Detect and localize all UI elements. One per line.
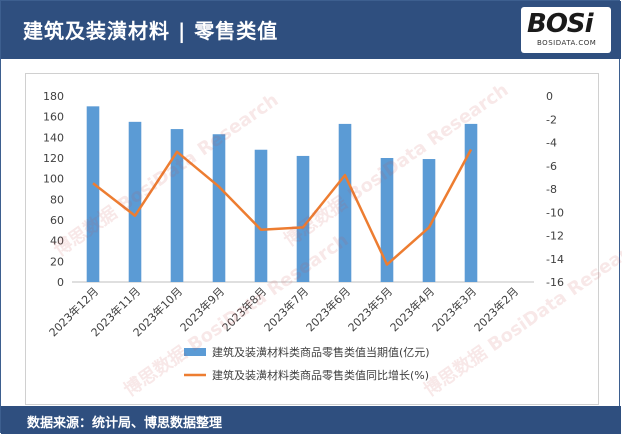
y-left-tick-label: 80 — [50, 193, 64, 206]
y-right-tick-label: -12 — [546, 230, 564, 243]
y-left-tick-label: 140 — [43, 131, 64, 144]
y-right-tick-label: 0 — [546, 90, 553, 103]
bar — [254, 149, 268, 282]
header-bar: 建筑及装潢材料 | 零售类值 BOSi BOSIDATA.COM — [1, 1, 621, 59]
logo-wordmark: BOSi — [527, 9, 594, 39]
x-tick-label: 2023年7月 — [261, 284, 311, 334]
y-left-tick-label: 160 — [43, 111, 64, 124]
x-tick-label: 2023年9月 — [177, 284, 227, 334]
growth-line — [92, 148, 473, 266]
x-tick-label: 2023年6月 — [303, 284, 353, 334]
bar — [296, 155, 310, 282]
y-left-tick-label: 20 — [50, 255, 64, 268]
y-left-tick-label: 180 — [43, 90, 64, 103]
bosi-logo: BOSi BOSIDATA.COM — [521, 7, 611, 53]
page-title: 建筑及装潢材料 | 零售类值 — [23, 19, 279, 43]
x-tick-label: 2023年8月 — [219, 284, 269, 334]
bar — [170, 129, 184, 282]
x-tick-label: 2023年3月 — [429, 284, 479, 334]
legend-bar-swatch — [184, 348, 206, 356]
data-source: 数据来源：统计局、博思数据整理 — [27, 416, 223, 431]
y-left-tick-label: 0 — [57, 276, 64, 289]
legend-bar-label: 建筑及装潢材料类商品零售类值当期值(亿元) — [212, 345, 430, 359]
bar — [86, 106, 100, 282]
x-tick-label: 2023年4月 — [387, 284, 437, 334]
y-right-tick-label: -14 — [546, 253, 564, 266]
combo-chart: 0 20 40 60 80 100 120 140 160 180 0 -2 -4 -6 -8 -10 -12 -… — [43, 90, 564, 382]
y-right-tick-label: -2 — [546, 113, 557, 126]
y-right-tick-label: -4 — [546, 137, 557, 150]
bar — [212, 134, 226, 282]
y-right-tick-label: -6 — [546, 160, 557, 173]
y-right-tick-label: -16 — [546, 276, 564, 289]
x-tick-label: 2023年2月 — [471, 284, 521, 334]
y-left-tick-label: 60 — [50, 214, 64, 227]
y-right-tick-label: -8 — [546, 183, 557, 196]
bar — [128, 121, 142, 282]
legend-line-label: 建筑及装潢材料类商品零售类值同比增长(%) — [212, 368, 429, 382]
logo-domain: BOSIDATA.COM — [537, 39, 597, 47]
plot-area: 0 20 40 60 80 100 120 140 160 180 0 -2 -4 -6 -8 -10 -12 -… — [25, 73, 599, 405]
bar — [464, 123, 478, 283]
y-left-tick-label: 120 — [43, 152, 64, 165]
footer-bar: 数据来源：统计局、博思数据整理 — [1, 406, 621, 434]
y-left-tick-label: 40 — [50, 235, 64, 248]
bar — [380, 158, 394, 282]
y-left-tick-label: 100 — [43, 173, 64, 186]
y-right-tick-label: -10 — [546, 206, 564, 219]
x-tick-label: 2023年5月 — [345, 284, 395, 334]
bar — [422, 159, 436, 282]
bar — [338, 123, 352, 283]
